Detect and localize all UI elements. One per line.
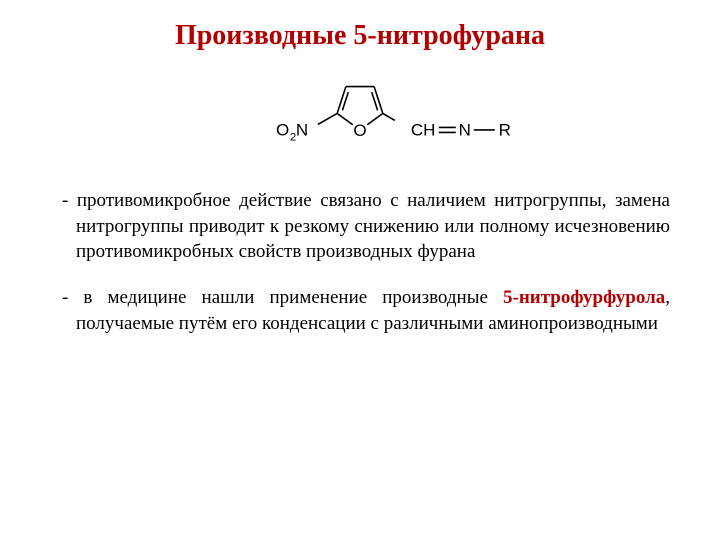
text-run: противомикробное действие связано с нали…: [76, 190, 670, 262]
chemical-structure-diagram: ON2OCHNR: [205, 70, 515, 160]
paragraph-0: - противомикробное действие связано с на…: [50, 188, 670, 265]
bullet-dash: -: [62, 287, 83, 308]
svg-text:O: O: [276, 120, 289, 139]
highlight-term: 5-нитрофурфурола: [503, 287, 665, 308]
text-run: в медицине нашли применение производные: [83, 287, 503, 308]
svg-text:2: 2: [290, 131, 296, 143]
svg-text:CH: CH: [411, 120, 436, 139]
svg-text:N: N: [296, 120, 308, 139]
svg-text:O: O: [353, 121, 366, 140]
svg-text:N: N: [459, 120, 471, 139]
paragraph-1: - в медицине нашли применение производны…: [50, 285, 670, 336]
page-title: Производные 5-нитрофурана: [50, 20, 670, 52]
bullet-dash: -: [62, 190, 77, 211]
svg-text:R: R: [499, 120, 511, 139]
